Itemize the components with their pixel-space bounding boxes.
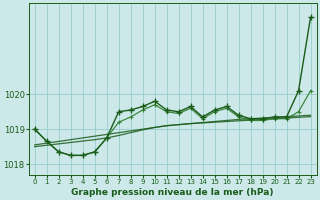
X-axis label: Graphe pression niveau de la mer (hPa): Graphe pression niveau de la mer (hPa) bbox=[71, 188, 274, 197]
